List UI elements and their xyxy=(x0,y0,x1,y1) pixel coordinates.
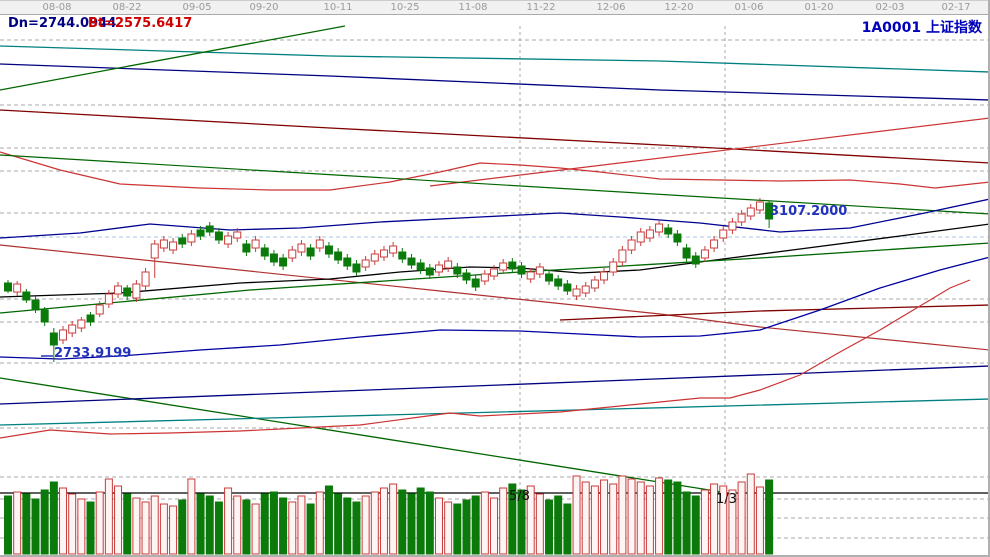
axis-date-label: 10-25 xyxy=(390,2,420,13)
axis-date-label: 08-22 xyxy=(112,2,142,13)
current-price-label: 3107.2000 xyxy=(770,204,848,219)
axis-date-label: 09-20 xyxy=(249,2,279,13)
dn-value-label: Dn=2744.0944 xyxy=(8,16,117,31)
axis-date-label: 11-22 xyxy=(526,2,556,13)
axis-date-label: 02-03 xyxy=(875,2,905,13)
axis-date-label: 09-05 xyxy=(182,2,212,13)
axis-date-label: 08-08 xyxy=(42,2,72,13)
date-axis: 08-08 08-22 09-05 09-20 10-11 10-25 11-08 11-22… xyxy=(0,0,988,15)
axis-date-label: 12-06 xyxy=(596,2,626,13)
gann-ratio-label-1-3: 1/3 xyxy=(716,492,737,507)
axis-date-label: 01-20 xyxy=(804,2,834,13)
gann-ratio-label-5-8: 5/8 xyxy=(509,489,530,504)
low-price-label: 2733.9199 xyxy=(54,346,132,361)
axis-date-label: 01-06 xyxy=(734,2,764,13)
symbol-name-label: 1A0001 上证指数 xyxy=(861,20,982,36)
bt-value-label: Bt=2575.6417 xyxy=(88,16,193,31)
axis-date-label: 10-11 xyxy=(323,2,353,13)
axis-date-label: 02-17 xyxy=(941,2,971,13)
axis-date-label: 11-08 xyxy=(458,2,488,13)
axis-date-label: 12-20 xyxy=(664,2,694,13)
